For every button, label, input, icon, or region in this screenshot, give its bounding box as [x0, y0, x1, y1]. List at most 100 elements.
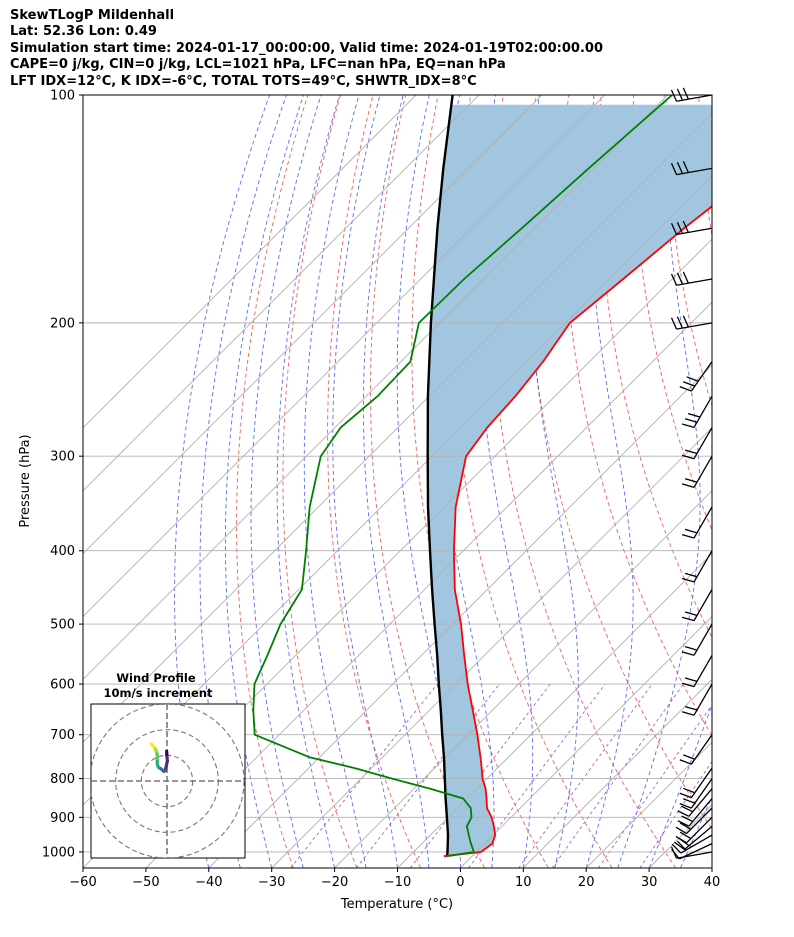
moist-adiabat-line	[528, 95, 579, 868]
chart-title-indices-line: LFT IDX=12°C, K IDX=-6°C, TOTAL TOTS=49°…	[10, 73, 477, 89]
dry-adiabat-line	[698, 95, 712, 239]
moist-adiabat-line	[199, 95, 287, 868]
wind-barb-shaft	[679, 843, 713, 860]
moist-adiabat-line	[680, 795, 712, 868]
wind-barb-flag	[675, 835, 687, 844]
temperature-profile-line	[443, 205, 712, 858]
wind-barb-flag	[681, 682, 695, 688]
wind-barb-flag	[684, 449, 698, 455]
wind-barb-shaft	[676, 94, 713, 102]
wind-barb-flag	[677, 820, 690, 827]
wind-barb	[681, 623, 713, 656]
wind-barb-flag	[670, 89, 678, 102]
x-tick-label: −10	[384, 875, 411, 890]
chart-title-cape-line: CAPE=0 j/kg, CIN=0 j/kg, LCL=1021 hPa, L…	[10, 57, 506, 73]
isotherm-line	[334, 490, 712, 868]
wind-barb-flag	[684, 418, 698, 423]
wind-barb	[670, 271, 713, 286]
wind-barb-flag	[682, 315, 689, 328]
wind-barb-flag	[684, 611, 698, 617]
y-tick-label: 800	[50, 772, 75, 787]
chart-title-times: Simulation start time: 2024-01-17_00:00:…	[10, 40, 603, 56]
moist-adiabat-line	[648, 703, 712, 868]
wind-barb-flag	[682, 160, 689, 173]
dry-adiabat-line	[764, 95, 794, 868]
wind-barb	[670, 160, 713, 176]
y-tick-label: 300	[50, 450, 75, 465]
isotherm-line	[208, 364, 712, 868]
wind-barb-flag	[676, 272, 684, 285]
y-tick-label: 900	[50, 811, 75, 826]
wind-barb-flag	[670, 317, 678, 330]
wind-barb-flag	[679, 831, 692, 840]
y-tick-label: 700	[50, 728, 75, 743]
wind-barb	[670, 315, 713, 330]
sounding-profiles	[252, 95, 712, 858]
hodograph-subtitle: 10m/s increment	[104, 686, 213, 700]
x-tick-label: 30	[641, 875, 658, 890]
wind-barb-flag	[683, 754, 696, 760]
wind-barb-flag	[681, 616, 695, 622]
wind-barb-flag	[679, 792, 692, 799]
wind-barb-flag	[687, 412, 701, 418]
wind-barb-flag	[675, 826, 687, 835]
wind-barb-flag	[671, 843, 682, 854]
isotherm-line	[397, 553, 712, 868]
x-tick-label: −40	[195, 875, 222, 890]
hodograph-title: Wind Profile	[116, 671, 196, 685]
mixing-ratio-line	[518, 683, 653, 868]
x-tick-label: −30	[258, 875, 285, 890]
wind-barb	[679, 734, 713, 765]
isotherm-line	[711, 867, 712, 868]
x-tick-label: 40	[704, 875, 721, 890]
dry-adiabat-line	[731, 95, 794, 868]
dry-adiabat-line	[411, 95, 549, 868]
wind-barb-shaft	[676, 322, 713, 330]
isotherm-line	[460, 615, 712, 868]
moist-adiabat-line	[363, 95, 430, 868]
wind-barb	[675, 816, 713, 844]
wind-barb-flag	[676, 316, 684, 329]
wind-barb-flag	[681, 711, 695, 716]
wind-barb-flag	[681, 651, 695, 656]
x-tick-label: −50	[132, 875, 159, 890]
parcel-profile-line	[426, 95, 454, 857]
wind-barb-flag	[676, 162, 684, 174]
wind-barbs	[670, 87, 713, 860]
wind-barb	[677, 798, 713, 827]
wind-barb	[679, 767, 713, 799]
x-tick-label: −60	[69, 875, 96, 890]
x-tick-label: 0	[456, 875, 464, 890]
wind-barb-flag	[681, 423, 695, 429]
y-tick-label: 400	[50, 544, 75, 559]
hodograph-plot	[91, 704, 245, 858]
wind-barb	[679, 778, 713, 809]
moist-adiabat-line	[224, 95, 304, 868]
wind-barb	[681, 655, 713, 688]
wind-barb-flag	[670, 163, 678, 175]
dry-adiabat-line	[370, 95, 485, 868]
mixing-ratio-line	[598, 704, 712, 868]
chart-title-location: Lat: 52.36 Lon: 0.49	[10, 24, 157, 40]
moist-adiabat-line	[174, 95, 271, 868]
wind-barb-flag	[670, 273, 678, 286]
wind-barb-flag	[686, 376, 699, 382]
wind-barb	[670, 87, 713, 102]
isotherm-line	[83, 112, 712, 743]
y-tick-label: 500	[50, 618, 75, 633]
wind-barb	[681, 395, 713, 429]
isotherm-line	[145, 301, 712, 868]
wind-barb-flag	[682, 271, 689, 284]
moist-adiabat-line	[744, 95, 794, 868]
wind-barb	[677, 788, 713, 817]
wind-barb-flag	[679, 759, 692, 765]
wind-barb-flag	[677, 810, 690, 817]
wind-barb-shaft	[676, 167, 713, 176]
wind-barb	[679, 361, 713, 392]
y-tick-label: 600	[50, 678, 75, 693]
wind-barb-shaft	[676, 227, 713, 236]
wind-barb-flag	[679, 386, 692, 392]
y-tick-label: 1000	[42, 845, 75, 860]
x-tick-label: 20	[578, 875, 595, 890]
wind-barb	[681, 550, 713, 583]
